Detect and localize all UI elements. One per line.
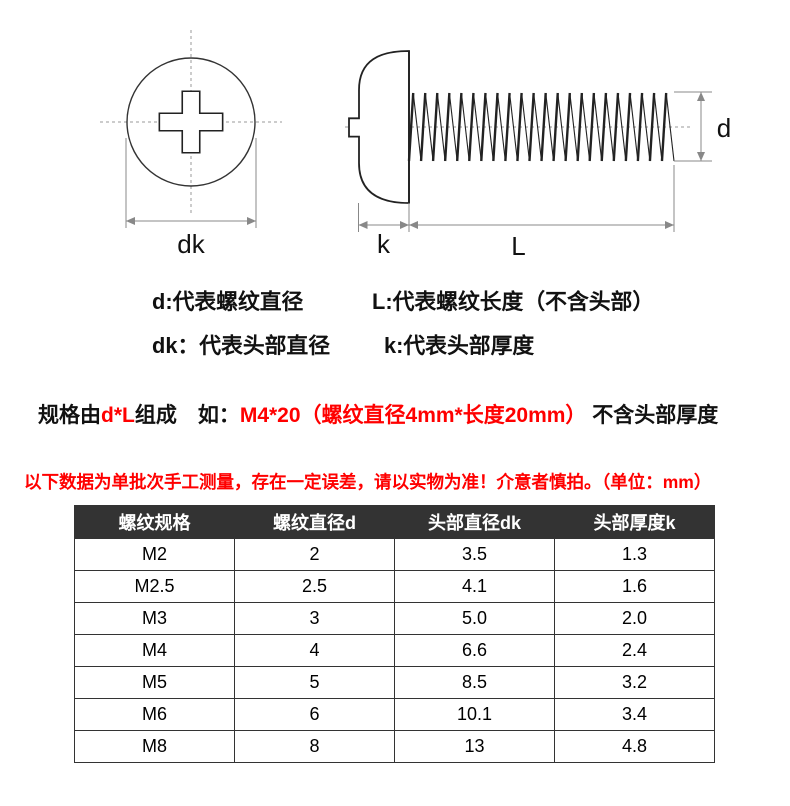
svg-text:dk: dk <box>177 229 205 259</box>
svg-text:d: d <box>717 113 731 143</box>
svg-text:L: L <box>511 231 525 261</box>
svg-text:k:代表头部厚度: k:代表头部厚度 <box>384 333 534 358</box>
svg-text:dk：代表头部直径: dk：代表头部直径 <box>152 333 330 358</box>
svg-text:以下数据为单批次手工测量，存在一定误差，请以实物为准！介意者: 以下数据为单批次手工测量，存在一定误差，请以实物为准！介意者慎拍。（单位：mm） <box>24 472 711 492</box>
svg-text:k: k <box>377 229 391 259</box>
svg-text:规格由d*L组成 如：M4*20（螺纹直径4mm*长度20m: 规格由d*L组成 如：M4*20（螺纹直径4mm*长度20mm） 不含头部厚度 <box>38 403 718 427</box>
svg-text:L:代表螺纹长度（不含头部）: L:代表螺纹长度（不含头部） <box>372 289 654 314</box>
svg-text:d:代表螺纹直径: d:代表螺纹直径 <box>152 289 304 314</box>
